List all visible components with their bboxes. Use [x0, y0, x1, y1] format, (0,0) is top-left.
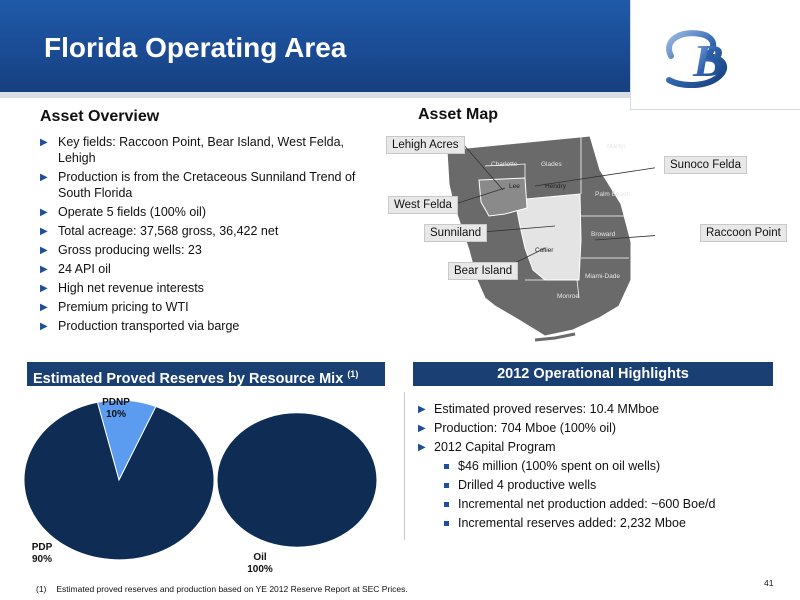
- highlights-section-bar: 2012 Operational Highlights: [413, 362, 773, 386]
- map-label-lehigh-acres: Lehigh Acres: [386, 136, 465, 154]
- svg-text:Glades: Glades: [541, 161, 562, 168]
- svg-text:Collier: Collier: [535, 247, 554, 254]
- bullet-square-icon: [444, 521, 449, 526]
- map-label-bear-island: Bear Island: [448, 262, 519, 280]
- svg-text:Martin: Martin: [607, 143, 625, 150]
- company-monogram-logo-icon: B: [666, 30, 728, 88]
- map-label-sunniland: Sunniland: [424, 224, 488, 242]
- list-item: ▶ Gross producing wells: 23: [40, 243, 202, 257]
- pie-label-oil: Oil 100%: [247, 552, 273, 575]
- svg-text:Charlotte: Charlotte: [491, 161, 518, 168]
- bullet-arrow-icon: ▶: [40, 283, 48, 294]
- svg-text:B: B: [692, 35, 724, 86]
- bullet-arrow-icon: ▶: [418, 442, 426, 453]
- list-item: ▶ 2012 Capital Program: [418, 440, 556, 454]
- logo: B: [630, 0, 800, 110]
- bullet-square-icon: [444, 464, 449, 469]
- florida-map-graphic: Charlotte Glades Martin Lee Hendry Palm …: [446, 135, 704, 342]
- list-item: ▶ Total acreage: 37,568 gross, 36,422 net: [40, 224, 279, 238]
- bullet-arrow-icon: ▶: [40, 245, 48, 256]
- footnote-marker: (1): [347, 369, 359, 379]
- bullet-arrow-icon: ▶: [418, 423, 426, 434]
- bullet-arrow-icon: ▶: [418, 404, 426, 415]
- page-title: Florida Operating Area: [44, 32, 347, 63]
- list-item: ▶ Production transported via barge: [40, 319, 240, 333]
- reserves-section-bar: Estimated Proved Reserves by Resource Mi…: [27, 362, 385, 387]
- bullet-square-icon: [444, 502, 449, 507]
- header-underline: [0, 92, 630, 98]
- bullet-square-icon: [444, 483, 449, 488]
- pie-slice-pdp: [23, 401, 215, 561]
- bullet-arrow-icon: ▶: [40, 321, 48, 332]
- asset-map-heading: Asset Map: [418, 106, 499, 123]
- pie-slice-oil: [216, 412, 378, 548]
- list-subitem: Incremental reserves added: 2,232 Mboe: [442, 515, 788, 531]
- bullet-arrow-icon: ▶: [40, 264, 48, 275]
- asset-map: Charlotte Glades Martin Lee Hendry Palm …: [385, 130, 704, 350]
- list-item: ▶ 24 API oil: [40, 262, 111, 276]
- bullet-arrow-icon: ▶: [40, 172, 48, 183]
- list-item: ▶ Operate 5 fields (100% oil): [40, 205, 206, 219]
- highlights-heading: 2012 Operational Highlights: [497, 366, 689, 382]
- list-item: ▶ Premium pricing to WTI: [40, 300, 189, 314]
- asset-overview-list: ▶ Key fields: Raccoon Point, Bear Island,…: [40, 134, 360, 337]
- list-item: ▶ Production is from the Cretaceous Sunni…: [40, 170, 356, 200]
- bullet-arrow-icon: ▶: [40, 302, 48, 313]
- list-subitem: $46 million (100% spent on oil wells): [442, 458, 788, 474]
- svg-text:Broward: Broward: [591, 231, 616, 238]
- map-label-sunoco-felda: Sunoco Felda: [664, 156, 747, 174]
- svg-text:Palm Beach: Palm Beach: [595, 191, 630, 198]
- reserves-heading: Estimated Proved Reserves by Resource Mi…: [33, 370, 344, 387]
- list-item: ▶ High net revenue interests: [40, 281, 204, 295]
- page-number: 41: [764, 578, 774, 588]
- bullet-arrow-icon: ▶: [40, 207, 48, 218]
- list-item: ▶ Estimated proved reserves: 10.4 MMboe: [418, 402, 660, 416]
- reserves-pie-charts: [23, 399, 378, 561]
- pie-label-pdp: PDP 90%: [31, 542, 53, 565]
- map-label-west-felda: West Felda: [388, 196, 458, 214]
- footnote: (1) Estimated proved reserves and product…: [36, 584, 408, 594]
- asset-overview-heading: Asset Overview: [40, 108, 160, 125]
- list-item: ▶ Key fields: Raccoon Point, Bear Island,…: [40, 135, 345, 165]
- svg-text:Lee: Lee: [509, 183, 520, 190]
- pie-label-pdnp: PDNP 10%: [102, 397, 130, 420]
- svg-text:Monroe: Monroe: [557, 293, 579, 300]
- list-item: ▶ Production: 704 Mboe (100% oil): [418, 421, 617, 435]
- section-divider: [404, 392, 405, 540]
- svg-text:Hendry: Hendry: [545, 183, 567, 190]
- bullet-arrow-icon: ▶: [40, 226, 48, 237]
- svg-text:Miami-Dade: Miami-Dade: [585, 273, 620, 280]
- highlights-list: ▶ Estimated proved reserves: 10.4 MMboe ▶…: [418, 401, 788, 534]
- list-subitem: Drilled 4 productive wells: [442, 477, 788, 493]
- map-label-raccoon-point: Raccoon Point: [700, 224, 787, 242]
- list-subitem: Incremental net production added: ~600 B…: [442, 496, 788, 512]
- bullet-arrow-icon: ▶: [40, 137, 48, 148]
